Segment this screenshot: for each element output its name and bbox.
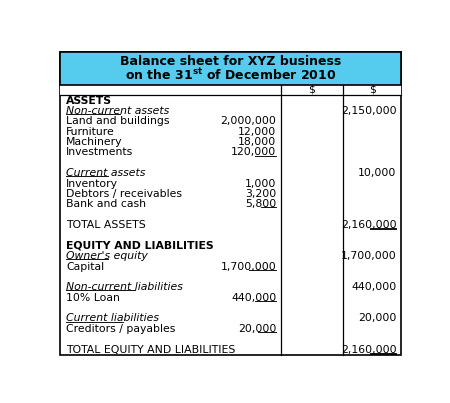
Text: 120,000: 120,000 [231,147,276,158]
Text: Non-current assets: Non-current assets [66,106,170,116]
Text: Furniture: Furniture [66,127,115,137]
Text: Machinery: Machinery [66,137,123,147]
Text: Capital: Capital [66,262,104,272]
Text: 5,800: 5,800 [245,199,276,209]
Text: 1,000: 1,000 [245,179,276,189]
Bar [60,52,401,85]
Text: 2,150,000: 2,150,000 [341,106,396,116]
Text: 20,000: 20,000 [358,314,396,324]
Text: $: $ [369,85,375,95]
Text: 3,200: 3,200 [245,189,276,199]
Text: Non-current liabilities: Non-current liabilities [66,283,183,292]
Text: Owner's equity: Owner's equity [66,251,148,261]
Text: Land and buildings: Land and buildings [66,116,170,126]
Text: 1,700,000: 1,700,000 [220,262,276,272]
Text: Current assets: Current assets [66,168,146,178]
Text: 12,000: 12,000 [238,127,276,137]
Text: Investments: Investments [66,147,134,158]
Text: 2,160,000: 2,160,000 [341,345,396,355]
Text: 440,000: 440,000 [351,283,396,292]
Text: 18,000: 18,000 [238,137,276,147]
Text: Current liabilities: Current liabilities [66,314,159,324]
Text: Bank and cash: Bank and cash [66,199,146,209]
Text: EQUITY AND LIABILITIES: EQUITY AND LIABILITIES [66,241,214,251]
Text: 440,000: 440,000 [231,293,276,303]
Text: 2,000,000: 2,000,000 [220,116,276,126]
Text: 20,000: 20,000 [238,324,276,334]
Text: $: $ [309,85,315,95]
Text: Creditors / payables: Creditors / payables [66,324,176,334]
Bar [60,85,401,96]
Text: Debtors / receivables: Debtors / receivables [66,189,182,199]
Bar [60,52,401,85]
Text: 1,700,000: 1,700,000 [341,251,396,261]
Text: TOTAL ASSETS: TOTAL ASSETS [66,220,146,230]
Text: 10,000: 10,000 [358,168,396,178]
Text: TOTAL EQUITY AND LIABILITIES: TOTAL EQUITY AND LIABILITIES [66,345,236,355]
Text: 2,160,000: 2,160,000 [341,220,396,230]
Text: on the 31$^{\mathregular{st}}$ of December 2010: on the 31$^{\mathregular{st}}$ of Decemb… [125,68,336,83]
Text: Inventory: Inventory [66,179,118,189]
Text: ASSETS: ASSETS [66,96,112,106]
Text: 10% Loan: 10% Loan [66,293,120,303]
Text: Balance sheet for XYZ business: Balance sheet for XYZ business [120,55,341,69]
